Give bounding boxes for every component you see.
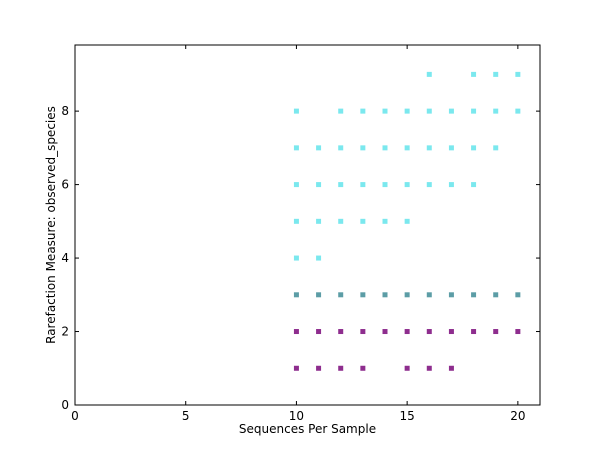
data-point — [360, 292, 366, 298]
data-point — [448, 182, 454, 188]
data-point — [493, 145, 499, 151]
data-point — [382, 292, 388, 298]
data-point — [404, 218, 410, 224]
data-point — [448, 108, 454, 114]
plot-area — [74, 44, 541, 406]
data-point — [382, 145, 388, 151]
y-tick-label: 8 — [61, 104, 69, 118]
data-points — [293, 71, 521, 371]
x-axis-label: Sequences Per Sample — [239, 422, 376, 436]
data-point — [493, 71, 499, 77]
data-point — [360, 329, 366, 335]
data-point — [338, 292, 344, 298]
data-point — [404, 182, 410, 188]
data-point — [360, 108, 366, 114]
x-tick-label: 0 — [71, 409, 79, 423]
y-tick-label: 0 — [61, 398, 69, 412]
data-point — [471, 329, 477, 335]
data-point — [316, 145, 322, 151]
data-point — [426, 108, 432, 114]
data-point — [316, 255, 322, 261]
data-point — [293, 329, 299, 335]
data-point — [293, 108, 299, 114]
data-point — [382, 108, 388, 114]
data-point — [448, 329, 454, 335]
data-point — [360, 145, 366, 151]
data-point — [404, 292, 410, 298]
data-point — [404, 329, 410, 335]
data-point — [338, 108, 344, 114]
data-point — [404, 145, 410, 151]
data-point — [471, 182, 477, 188]
data-point — [471, 292, 477, 298]
y-tick-label: 2 — [61, 325, 69, 339]
data-point — [515, 329, 521, 335]
data-point — [293, 365, 299, 371]
x-tick-label: 5 — [182, 409, 190, 423]
y-tick-label: 6 — [61, 178, 69, 192]
data-point — [404, 365, 410, 371]
data-point — [426, 182, 432, 188]
data-point — [426, 329, 432, 335]
data-point — [338, 218, 344, 224]
data-point — [515, 292, 521, 298]
x-tick-label: 10 — [289, 409, 304, 423]
data-point — [382, 182, 388, 188]
data-point — [360, 182, 366, 188]
data-point — [426, 292, 432, 298]
data-point — [493, 108, 499, 114]
x-tick-label: 20 — [510, 409, 525, 423]
data-point — [316, 218, 322, 224]
data-point — [471, 71, 477, 77]
data-point — [471, 108, 477, 114]
data-point — [382, 218, 388, 224]
data-point — [493, 329, 499, 335]
data-point — [293, 218, 299, 224]
data-point — [293, 145, 299, 151]
data-point — [426, 71, 432, 77]
data-point — [448, 145, 454, 151]
data-point — [515, 71, 521, 77]
data-point — [293, 255, 299, 261]
data-point — [426, 365, 432, 371]
data-point — [316, 365, 322, 371]
data-point — [382, 329, 388, 335]
data-point — [448, 365, 454, 371]
data-point — [360, 365, 366, 371]
data-point — [338, 145, 344, 151]
data-point — [338, 329, 344, 335]
data-point — [293, 182, 299, 188]
data-point — [316, 182, 322, 188]
data-point — [471, 145, 477, 151]
data-point — [448, 292, 454, 298]
y-tick-label: 4 — [61, 251, 69, 265]
x-tick-label: 15 — [400, 409, 415, 423]
data-point — [426, 145, 432, 151]
axis-ticks: 0 5 10 15 20 0 2 4 6 8 — [61, 45, 540, 423]
data-point — [515, 108, 521, 114]
data-point — [338, 365, 344, 371]
data-point — [316, 329, 322, 335]
y-axis-label: Rarefaction Measure: observed_species — [44, 106, 58, 344]
data-point — [493, 292, 499, 298]
data-point — [360, 218, 366, 224]
data-point — [338, 182, 344, 188]
data-point — [316, 292, 322, 298]
data-point — [293, 292, 299, 298]
data-point — [404, 108, 410, 114]
